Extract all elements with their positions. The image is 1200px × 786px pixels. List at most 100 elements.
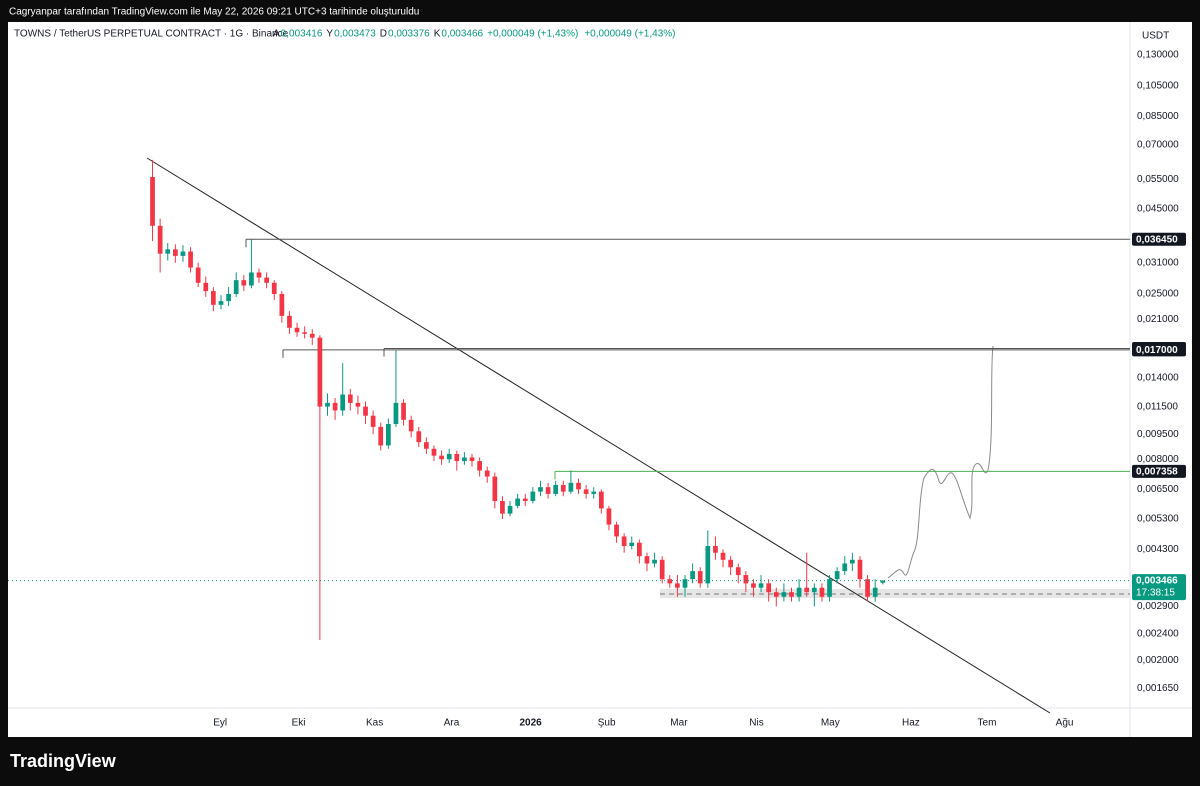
candle-body xyxy=(606,508,612,525)
x-tick-label: Eki xyxy=(292,718,306,729)
candle-body xyxy=(576,482,581,490)
candle-body xyxy=(682,579,688,588)
ohlc-key: D xyxy=(380,29,387,40)
candle-body xyxy=(690,571,695,580)
candle-body xyxy=(249,272,254,286)
x-tick-label: May xyxy=(821,718,840,729)
level-label: 0,017000 xyxy=(1136,345,1178,356)
level-label: 0,036450 xyxy=(1136,234,1178,245)
y-tick-label: 0,130000 xyxy=(1137,49,1179,60)
symbol-title: TOWNS / TetherUS PERPETUAL CONTRACT · 1G… xyxy=(14,29,289,40)
candle-body xyxy=(226,293,231,302)
x-tick-label: Kas xyxy=(366,718,383,729)
level-badge xyxy=(1132,232,1186,246)
candle-body xyxy=(637,542,642,557)
candle-body xyxy=(484,470,490,477)
y-tick-label: 0,011500 xyxy=(1137,401,1178,412)
level-label: 0,007358 xyxy=(1136,467,1178,478)
ohlc-value: 0,003416 xyxy=(281,29,323,40)
candle-body xyxy=(378,426,384,446)
candle-body xyxy=(667,579,673,584)
projection-path xyxy=(887,345,994,579)
candle-body xyxy=(195,267,201,283)
y-tick-label: 0,008000 xyxy=(1137,454,1179,465)
candle-body xyxy=(347,394,353,403)
x-tick-label: Şub xyxy=(598,718,616,729)
candle-body xyxy=(781,592,787,597)
y-tick-label: 0,021000 xyxy=(1137,314,1179,325)
level-badge xyxy=(1132,464,1186,478)
candle-body xyxy=(446,453,452,460)
candle-body xyxy=(302,332,308,334)
candle-body xyxy=(545,487,551,494)
level-badge xyxy=(1132,343,1186,357)
ohlc-value: 0,003376 xyxy=(388,29,430,40)
last-price-label: 0,003466 xyxy=(1136,576,1178,587)
candle-body xyxy=(271,282,277,294)
candle-body xyxy=(355,402,361,407)
candle-body xyxy=(218,301,224,305)
candle-body xyxy=(659,559,665,580)
y-tick-label: 0,070000 xyxy=(1137,139,1179,150)
candle-body xyxy=(507,505,513,514)
y-tick-label: 0,014000 xyxy=(1137,373,1179,384)
candle-body xyxy=(370,415,376,427)
candle-body xyxy=(363,406,368,416)
candle-body xyxy=(811,587,817,593)
candle-body xyxy=(340,394,346,411)
y-tick-label: 0,002400 xyxy=(1137,629,1179,640)
candle-body xyxy=(614,524,619,537)
candle-body xyxy=(675,583,680,588)
candle-body xyxy=(385,424,391,446)
plot xyxy=(8,157,1130,714)
candle-body xyxy=(796,587,802,597)
x-tick-label: Ara xyxy=(444,718,460,729)
candle-body xyxy=(294,327,300,333)
x-tick-label: Mar xyxy=(670,718,688,729)
candle-body xyxy=(180,251,186,256)
candle-body xyxy=(492,476,498,501)
candle-body xyxy=(500,500,505,514)
candle-body xyxy=(842,563,848,572)
candle-body xyxy=(462,457,467,462)
candle-body xyxy=(416,431,422,443)
y-tick-label: 0,006500 xyxy=(1137,484,1179,495)
y-tick-label: 0,002900 xyxy=(1137,601,1179,612)
last-price-badge xyxy=(1132,574,1186,601)
trendline xyxy=(146,157,1051,714)
candle-body xyxy=(743,575,749,584)
candle-body xyxy=(172,249,178,256)
y-tick-label: 0,002000 xyxy=(1137,655,1179,666)
candle-body xyxy=(233,280,239,294)
candle-body xyxy=(454,453,460,462)
ohlc-value: 0,003473 xyxy=(334,29,376,40)
candle-body xyxy=(849,559,855,564)
y-tick-label: 0,085000 xyxy=(1137,111,1179,122)
candle-body xyxy=(598,491,604,509)
ohlc-key: A xyxy=(273,29,280,40)
candle-body xyxy=(538,487,543,492)
candle-body xyxy=(256,272,262,278)
candle-body xyxy=(241,280,247,286)
y-tick-label: 0,105000 xyxy=(1137,80,1179,91)
caption: Cagryanpar tarafından TradingView.com il… xyxy=(9,7,419,18)
candle-body xyxy=(789,592,794,597)
candle-body xyxy=(522,498,528,501)
x-tick-label: Ağu xyxy=(1056,718,1074,729)
candle-body xyxy=(591,491,597,494)
candle-body xyxy=(652,559,657,564)
x-tick-label: 2026 xyxy=(519,718,542,729)
x-tick-label: Tem xyxy=(978,718,997,729)
candle-body xyxy=(150,176,155,226)
candle-body xyxy=(804,587,810,593)
candle-body xyxy=(872,587,878,597)
candle-body xyxy=(431,448,437,456)
candle-body xyxy=(568,482,574,492)
candle-body xyxy=(857,559,863,580)
candle-body xyxy=(211,291,216,305)
candle-body xyxy=(758,583,764,588)
candle-body xyxy=(560,484,566,492)
candle-body xyxy=(401,402,406,420)
candle-body xyxy=(325,402,330,407)
y-tick-label: 0,005300 xyxy=(1137,514,1179,525)
